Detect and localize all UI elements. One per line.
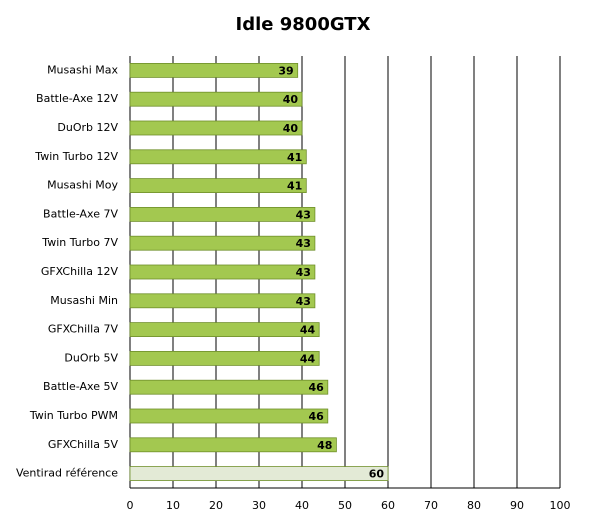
- value-label: 43: [296, 237, 311, 250]
- y-tick-label: Musashi Moy: [47, 179, 118, 192]
- bar: [129, 437, 337, 453]
- value-label: 48: [317, 439, 332, 452]
- bar: [129, 91, 303, 107]
- y-tick-label: Battle-Axe 5V: [43, 380, 118, 393]
- x-tick-label: 100: [550, 499, 571, 512]
- value-label: 40: [283, 93, 299, 106]
- bar: [129, 120, 303, 136]
- value-label: 40: [283, 122, 299, 135]
- x-tick-label: 40: [295, 499, 309, 512]
- value-label: 43: [296, 295, 311, 308]
- bar: [129, 379, 329, 395]
- y-tick-label: DuOrb 12V: [57, 121, 118, 134]
- x-tick-label: 60: [381, 499, 395, 512]
- bar: [129, 206, 316, 222]
- value-label: 44: [300, 324, 316, 337]
- value-label: 60: [369, 468, 385, 481]
- value-label: 46: [308, 410, 324, 423]
- x-tick-label: 90: [510, 499, 524, 512]
- bar: [129, 350, 320, 366]
- y-tick-label: Ventirad référence: [16, 467, 118, 480]
- y-tick-label: Musashi Max: [47, 63, 118, 76]
- value-label: 39: [278, 64, 293, 77]
- value-label: 44: [300, 352, 316, 365]
- x-tick-label: 0: [127, 499, 134, 512]
- bar: [129, 466, 389, 482]
- x-tick-label: 10: [166, 499, 180, 512]
- y-tick-label: Musashi Min: [50, 294, 118, 307]
- y-tick-label: Battle-Axe 7V: [43, 207, 118, 220]
- value-label: 43: [296, 208, 311, 221]
- x-tick-label: 30: [252, 499, 266, 512]
- bar: [129, 408, 329, 424]
- y-tick-label: Battle-Axe 12V: [36, 92, 118, 105]
- value-label: 41: [287, 180, 302, 193]
- x-tick-label: 50: [338, 499, 352, 512]
- y-tick-label: GFXChilla 5V: [48, 438, 119, 451]
- bar: [129, 149, 307, 165]
- y-tick-label: GFXChilla 7V: [48, 323, 119, 336]
- y-tick-label: Twin Turbo 7V: [41, 236, 118, 249]
- chart-title: Idle 9800GTX: [236, 14, 371, 35]
- y-tick-label: GFXChilla 12V: [41, 265, 119, 278]
- bar: [129, 235, 316, 251]
- value-label: 46: [308, 381, 324, 394]
- y-tick-label: Twin Turbo 12V: [34, 150, 118, 163]
- x-tick-label: 20: [209, 499, 223, 512]
- x-tick-label: 70: [424, 499, 438, 512]
- bar: [129, 293, 316, 309]
- y-tick-label: DuOrb 5V: [64, 351, 118, 364]
- y-tick-label: Twin Turbo PWM: [29, 409, 118, 422]
- bar: [129, 178, 307, 194]
- value-label: 41: [287, 151, 302, 164]
- bar: [129, 264, 316, 280]
- bar: [129, 322, 320, 338]
- value-label: 43: [296, 266, 311, 279]
- x-tick-label: 80: [467, 499, 481, 512]
- bar: [129, 63, 299, 78]
